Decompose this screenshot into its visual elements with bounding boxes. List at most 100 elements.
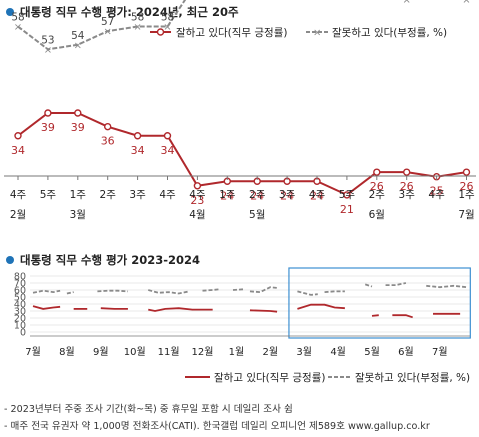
disapprove-series-segment (32, 289, 61, 294)
approve-series-segment (32, 305, 61, 310)
approve-data-label: 23 (190, 194, 204, 207)
x-tick-label: 2월 (263, 346, 279, 358)
approve-data-label: 24 (220, 189, 234, 202)
approve-series-segment (100, 307, 128, 310)
disapprove-series-segment (66, 291, 74, 295)
disapprove-data-label: 57 (101, 16, 114, 28)
footnote-1: - 2023년부터 주중 조사 기간(화~목) 중 휴무일 포함 시 데일리 조… (4, 404, 293, 415)
disapprove-data-label: 53 (41, 34, 54, 46)
x-tick-label: 5주 (339, 189, 356, 201)
x-tick-label: 4주 (428, 189, 445, 201)
x-month-label: 4월 (189, 209, 205, 221)
disapprove-point: × (44, 45, 52, 56)
approve-data-label: 36 (101, 135, 115, 148)
disapprove-point: × (104, 27, 112, 38)
footnote-2: - 매주 전국 유권자 약 1,000명 전화조사(CATI). 한국갤럽 데일… (4, 421, 430, 432)
x-month-label: 7월 (458, 209, 474, 221)
approve-data-label: 24 (250, 189, 264, 202)
disapprove-point: × (223, 0, 231, 1)
disapprove-point: × (403, 0, 411, 6)
disapprove-point: × (14, 22, 22, 33)
approve-data-label: 24 (280, 189, 294, 202)
x-tick-label: 4주 (309, 189, 326, 201)
approve-point (14, 132, 22, 140)
approve-data-label: 24 (310, 189, 324, 202)
disapprove-series-segment (249, 286, 278, 294)
x-tick-label: 5월 (364, 346, 380, 358)
approve-point (163, 132, 172, 140)
approve-point (403, 168, 411, 176)
y-tick-label: 60 (14, 286, 26, 297)
approve-point (462, 168, 471, 176)
x-tick-label: 4주 (159, 189, 176, 201)
approve-series-segment (392, 314, 413, 319)
approve-data-label: 25 (430, 185, 444, 198)
x-tick-label: 2주 (369, 189, 386, 201)
x-month-label: 5월 (249, 209, 265, 221)
recent-20-weeks-highlight-box (288, 267, 471, 339)
top-line-chart: 잘하고 있다(직무 긍정률) × 잘못하고 있다(부정률, %)×58×53 ×54 ×… (4, 0, 476, 221)
x-month-label: 2월 (10, 209, 26, 221)
approve-point (193, 182, 202, 190)
y-tick-label: 50 (14, 293, 26, 304)
x-tick-label: 2주 (100, 189, 117, 201)
disapprove-data-label: 58 (161, 12, 174, 24)
disapprove-data-label: 54 (71, 30, 85, 42)
approve-series-line (17, 112, 467, 197)
x-tick-label: 8월 (59, 346, 75, 358)
x-tick-label: 9월 (93, 346, 109, 358)
y-tick-label: 80 (14, 272, 26, 283)
approve-data-label: 34 (11, 144, 25, 157)
top-chart-title: 대통령 직무 수행 평가: 2024년, 최근 20주 (6, 4, 239, 20)
approve-series-segment (249, 309, 278, 313)
disapprove-series-segment (202, 288, 220, 292)
approve-data-label: 21 (340, 203, 354, 216)
bottom-chart-title-text: 대통령 직무 수행 평가 2023-2024 (20, 253, 201, 267)
x-tick-label: 4주 (10, 189, 27, 201)
legend-disapprove-marker: × (313, 28, 321, 39)
x-tick-label: 3월 (296, 346, 312, 358)
legend-approve-label: 잘하고 있다(직무 긍정률) (176, 26, 287, 39)
x-tick-label: 10월 (124, 346, 146, 358)
disapprove-series-segment (232, 288, 244, 291)
x-tick-label: 4주 (189, 189, 206, 201)
x-tick-label: 6월 (398, 346, 414, 358)
x-tick-label: 11월 (158, 346, 180, 358)
x-tick-label: 3주 (129, 189, 146, 201)
approve-data-label: 34 (161, 144, 175, 157)
disapprove-point: × (163, 22, 171, 33)
x-tick-label: 1주 (70, 189, 87, 201)
bullet-icon (6, 8, 14, 16)
x-tick-label: 7월 (25, 346, 41, 358)
disapprove-data-label: 58 (131, 12, 144, 24)
x-tick-label: 3주 (399, 189, 416, 201)
y-tick-label: 70 (14, 279, 26, 290)
x-month-label: 3월 (70, 209, 86, 221)
disapprove-point: × (74, 40, 82, 51)
legend-disapprove-label: 잘못하고 있다(부정률, %) (355, 371, 470, 384)
approve-point (103, 122, 112, 131)
approve-data-label: 26 (400, 180, 414, 193)
approve-point (133, 132, 142, 140)
disapprove-series-segment (148, 289, 190, 295)
disapprove-point: × (462, 0, 470, 6)
x-tick-label: 5주 (40, 189, 57, 201)
approve-point (343, 191, 351, 199)
disapprove-data-label: 58 (11, 12, 24, 24)
x-tick-label: 4월 (330, 346, 346, 358)
approve-data-label: 39 (71, 121, 85, 134)
legend-approve-marker (156, 28, 165, 36)
x-tick-label: 3주 (279, 189, 296, 201)
x-month-label: 6월 (369, 209, 385, 221)
disapprove-series-segment (426, 284, 468, 289)
approve-data-label: 39 (41, 121, 55, 134)
approve-data-label: 26 (370, 180, 384, 193)
x-tick-label: 1월 (229, 346, 245, 358)
disapprove-series-segment (385, 282, 407, 287)
top-chart-title-text: 대통령 직무 수행 평가: 2024년, 최근 20주 (20, 5, 239, 19)
approve-series-segment (297, 303, 345, 310)
disapprove-series-line (17, 0, 467, 51)
y-tick-label: 10 (14, 321, 26, 332)
approve-data-label: 26 (460, 180, 474, 193)
